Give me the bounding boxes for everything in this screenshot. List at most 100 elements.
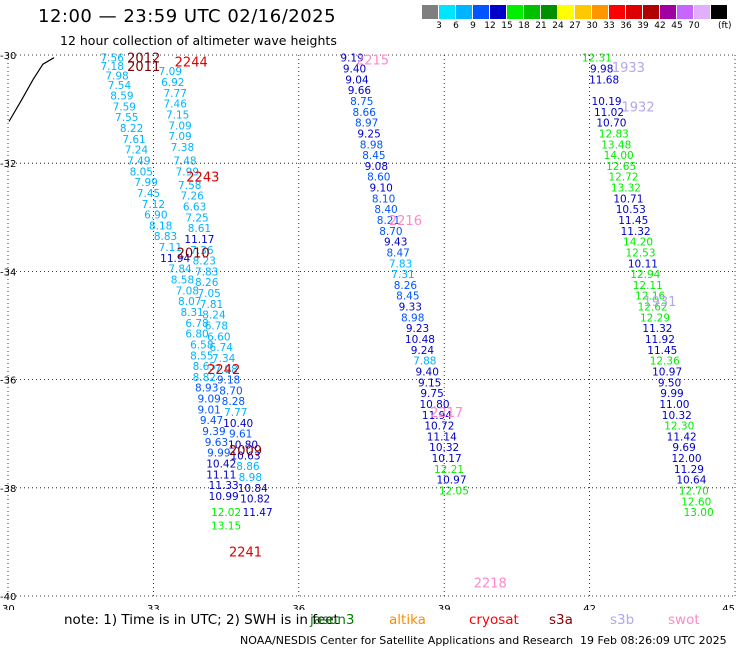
color-scale-label: 27 xyxy=(569,21,581,31)
y-tick-label: -38 xyxy=(0,484,16,495)
wave-height-point: 9.25 xyxy=(357,128,380,140)
wave-height-point: 14.00 xyxy=(604,150,634,162)
wave-height-point: 13.32 xyxy=(611,183,641,195)
wave-height-point: 9.23 xyxy=(406,323,429,335)
wave-height-point: 6.58 xyxy=(190,339,213,351)
wave-height-point: 12.30 xyxy=(664,421,694,433)
wave-height-point: 12.00 xyxy=(672,453,702,465)
wave-height-point: 7.15 xyxy=(166,110,189,122)
wave-height-point: 7.83 xyxy=(389,258,412,270)
satellite-legend-altika: altika xyxy=(389,612,426,628)
wave-height-point: 12.02 xyxy=(211,507,241,519)
wave-height-point: 10.97 xyxy=(652,366,682,378)
pass-time-label: 1931 xyxy=(643,295,676,310)
wave-height-point: 8.45 xyxy=(396,291,419,303)
wave-height-point: 8.98 xyxy=(401,312,424,324)
color-scale-label: 18 xyxy=(518,21,530,31)
wave-height-point: 6.74 xyxy=(210,342,234,354)
wave-height-point: 7.25 xyxy=(185,212,208,224)
wave-height-point: 8.82 xyxy=(193,372,216,384)
wave-height-point: 12.05 xyxy=(439,486,469,498)
x-tick-label: 30 xyxy=(2,604,15,610)
wave-height-point: 7.08 xyxy=(176,285,199,297)
credit-text: NOAA/NESDIS Center for Satellite Applica… xyxy=(240,634,574,647)
y-tick-label: -34 xyxy=(0,267,16,278)
wave-height-point: 11.42 xyxy=(667,431,697,443)
wave-height-point: 10.72 xyxy=(424,421,454,433)
color-scale-swatch xyxy=(507,5,523,19)
wave-height-point: 10.97 xyxy=(436,475,466,487)
wave-height-point: 10.99 xyxy=(209,491,239,503)
wave-height-point: 8.07 xyxy=(178,296,201,308)
wave-height-point: 8.93 xyxy=(195,383,218,395)
pass-time-label: 1933 xyxy=(612,61,645,76)
color-scale-label: 39 xyxy=(637,21,649,31)
wave-height-point: 12.62 xyxy=(638,302,668,314)
color-scale-swatch xyxy=(694,5,710,19)
wave-height-point: 10.70 xyxy=(596,118,626,130)
color-scale-swatch xyxy=(439,5,455,19)
wave-height-point: 9.09 xyxy=(197,394,220,406)
wave-height-point: 11.33 xyxy=(209,480,239,492)
wave-height-point: 11.45 xyxy=(647,345,677,357)
color-scale-label: 70 xyxy=(688,21,700,31)
wave-height-point: 6.92 xyxy=(161,77,184,89)
pass-time-label: 2241 xyxy=(229,546,262,561)
wave-height-point: 7.59 xyxy=(113,101,136,113)
satellite-legend-jason3: jason3 xyxy=(310,612,355,628)
wave-height-point: 7.83 xyxy=(195,266,218,278)
wave-height-point: 7.26 xyxy=(180,191,204,203)
color-scale-label: 9 xyxy=(470,21,476,31)
x-tick-label: 36 xyxy=(292,604,305,610)
wave-height-point: 9.15 xyxy=(418,377,441,389)
pass-time-label: 2242 xyxy=(207,363,240,378)
wave-height-point: 11.32 xyxy=(642,323,672,335)
wave-height-point: 7.11 xyxy=(159,242,182,254)
wave-height-point: 10.42 xyxy=(206,458,236,470)
wave-height-point: 12.29 xyxy=(640,312,670,324)
wave-height-point: 13.48 xyxy=(601,139,631,151)
pass-time-label: 2216 xyxy=(389,214,422,229)
wave-height-point: 6.90 xyxy=(144,210,167,222)
wave-height-point: 6.78 xyxy=(185,318,208,330)
wave-height-point: 9.19 xyxy=(340,53,363,65)
wave-height-point: 10.40 xyxy=(223,418,253,430)
wave-height-point: 10.17 xyxy=(432,453,462,465)
wave-height-point: 8.23 xyxy=(193,256,216,268)
wave-height-point: 9.24 xyxy=(411,345,435,357)
wave-height-point: 9.33 xyxy=(399,302,422,314)
wave-height-point: 10.63 xyxy=(230,450,260,462)
wave-height-point: 8.28 xyxy=(222,396,245,408)
wave-height-point: 12.70 xyxy=(679,486,709,498)
wave-height-point: 7.05 xyxy=(197,288,220,300)
y-tick-label: -36 xyxy=(0,376,16,387)
wave-height-point: 10.80 xyxy=(419,399,449,411)
color-scale-swatch xyxy=(422,5,438,19)
pass-time-label: 2012 xyxy=(127,52,160,67)
color-scale-swatch xyxy=(626,5,642,19)
wave-height-point: 11.02 xyxy=(594,107,624,119)
wave-height-point: 10.32 xyxy=(662,410,692,422)
pass-time-label: 1932 xyxy=(622,100,655,115)
wave-height-point: 7.24 xyxy=(125,145,149,157)
color-scale-label: 45 xyxy=(671,21,683,31)
wave-height-point: 7.09 xyxy=(168,131,191,143)
satellite-legend-s3a: s3a xyxy=(549,612,573,628)
wave-height-point: 9.98 xyxy=(590,64,613,76)
color-scale-label: 33 xyxy=(603,21,615,31)
color-scale-swatch xyxy=(609,5,625,19)
wave-height-point: 11.94 xyxy=(160,253,190,265)
wave-height-point: 9.08 xyxy=(365,161,388,173)
footer-note: note: 1) Time is in UTC; 2) SWH is in fe… xyxy=(64,612,339,628)
y-tick-label: -40 xyxy=(0,592,16,603)
pass-time-label: 2243 xyxy=(186,171,219,186)
wave-height-point: 8.26 xyxy=(195,277,219,289)
wave-height-point: 9.66 xyxy=(348,85,372,97)
wave-height-point: 7.55 xyxy=(115,112,138,124)
wave-height-point: 7.58 xyxy=(178,180,201,192)
wave-height-point: 10.71 xyxy=(613,193,643,205)
wave-height-point: 7.46 xyxy=(164,99,188,111)
color-scale-swatch xyxy=(643,5,659,19)
color-scale-label: 21 xyxy=(535,21,547,31)
